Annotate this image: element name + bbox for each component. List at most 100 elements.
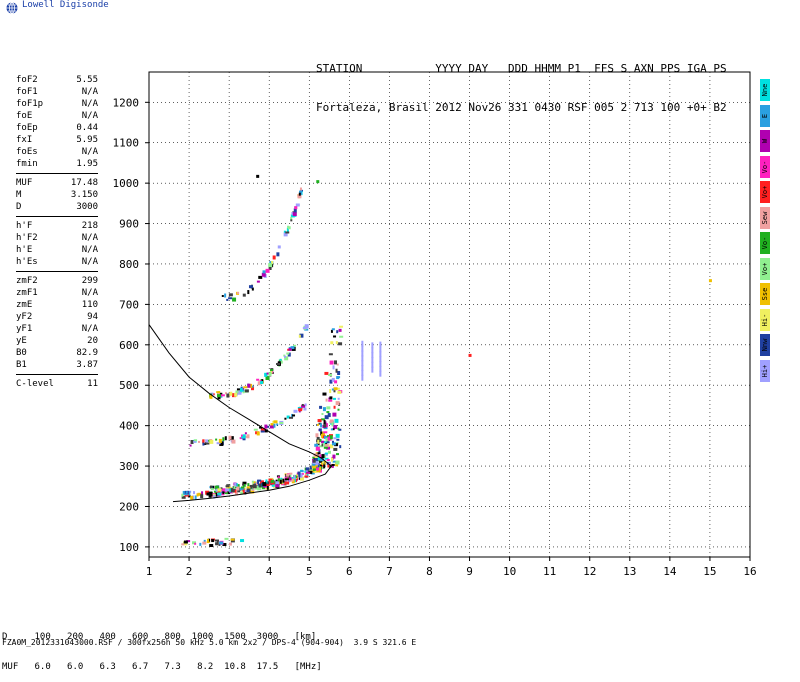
echo-point <box>272 483 277 488</box>
param-key: zmF1 <box>16 288 38 298</box>
echo-point <box>335 341 338 345</box>
echo-point <box>210 492 213 497</box>
param-value: N/A <box>81 245 98 255</box>
echo-point <box>288 347 292 351</box>
echo-point <box>331 388 334 391</box>
param-row: yF2 94 <box>16 311 98 323</box>
param-key: h'F <box>16 221 33 231</box>
echo-point <box>304 475 309 478</box>
echo-point <box>250 487 255 491</box>
echo-point <box>192 541 197 545</box>
echo-point <box>279 421 284 424</box>
legend-item: Vo+ <box>760 257 770 280</box>
echo-point <box>286 352 290 355</box>
echo-point <box>220 492 225 496</box>
echo-point <box>309 470 313 474</box>
echo-point <box>243 491 247 495</box>
echo-point <box>333 405 336 409</box>
echo-point <box>230 488 235 493</box>
echo-point <box>290 219 293 222</box>
echo-point <box>329 389 332 394</box>
param-value: 5.55 <box>76 75 98 85</box>
param-key: M <box>16 190 22 200</box>
echo-point <box>242 489 245 494</box>
echo-point <box>226 298 229 301</box>
echo-point <box>326 406 331 410</box>
param-separator <box>16 173 98 174</box>
echo-point <box>236 292 239 295</box>
echo-point <box>268 265 272 270</box>
echo-point <box>293 344 297 347</box>
echo-point <box>232 393 237 398</box>
echo-point <box>325 398 328 402</box>
echo-point <box>251 386 255 391</box>
echo-point <box>299 333 304 338</box>
param-key: yF2 <box>16 312 33 322</box>
param-row: MUF 17.48 <box>16 177 98 189</box>
echo-point <box>256 378 260 381</box>
param-key: foF1 <box>16 87 38 97</box>
echo-point <box>202 541 207 545</box>
echo-point <box>194 542 197 545</box>
echo-point <box>297 407 302 410</box>
echo-point <box>336 363 339 366</box>
echo-point <box>333 437 337 440</box>
echo-point <box>217 394 222 398</box>
echo-point <box>316 180 320 184</box>
echo-point <box>229 436 234 441</box>
legend-label: Vo+ <box>761 185 769 199</box>
echo-point <box>219 541 224 545</box>
echo-point <box>219 392 223 395</box>
echo-point <box>304 324 309 329</box>
echo-point <box>221 441 224 446</box>
param-key: fmin <box>16 159 38 169</box>
echo-point <box>323 431 328 434</box>
echo-point <box>208 491 212 494</box>
param-key: foF1p <box>16 99 44 109</box>
echo-point <box>371 366 374 373</box>
echo-point <box>312 459 316 463</box>
param-key: yE <box>16 336 27 346</box>
echo-point <box>332 412 337 417</box>
echo-point <box>266 372 269 375</box>
legend-item: W <box>760 130 770 152</box>
echo-point <box>315 433 319 438</box>
echo-point <box>287 226 291 230</box>
echo-point <box>226 490 231 495</box>
echo-point <box>337 408 340 411</box>
echo-point <box>332 428 335 431</box>
echo-point <box>338 428 342 431</box>
param-value: 0.44 <box>76 123 98 133</box>
echo-point <box>287 352 291 357</box>
echo-point <box>298 476 301 480</box>
echo-point <box>233 485 236 489</box>
echo-point <box>225 485 230 488</box>
echo-point <box>285 231 290 234</box>
legend-label: Hi- <box>761 313 769 326</box>
echo-point <box>181 493 184 497</box>
echo-point <box>361 360 364 367</box>
echo-point <box>326 435 329 438</box>
echo-point <box>213 494 216 499</box>
echo-point <box>339 325 344 328</box>
echo-point <box>255 481 258 485</box>
legend-item: E <box>760 104 770 127</box>
echo-point <box>301 403 304 406</box>
echo-point <box>279 360 283 364</box>
echo-point <box>361 340 364 347</box>
param-key: yF1 <box>16 324 33 334</box>
param-key: B1 <box>16 360 27 370</box>
param-row: foF1 N/A <box>16 86 98 98</box>
echo-point <box>265 479 268 484</box>
echo-point <box>322 443 326 447</box>
echo-point <box>371 361 374 368</box>
echo-point <box>197 492 202 496</box>
echo-point <box>297 194 302 199</box>
echo-point <box>247 483 250 487</box>
echo-point <box>324 435 329 439</box>
echo-point <box>331 442 336 446</box>
echo-point <box>301 472 304 475</box>
echo-point <box>316 467 320 471</box>
param-row: foE N/A <box>16 110 98 122</box>
echo-point <box>299 190 303 195</box>
